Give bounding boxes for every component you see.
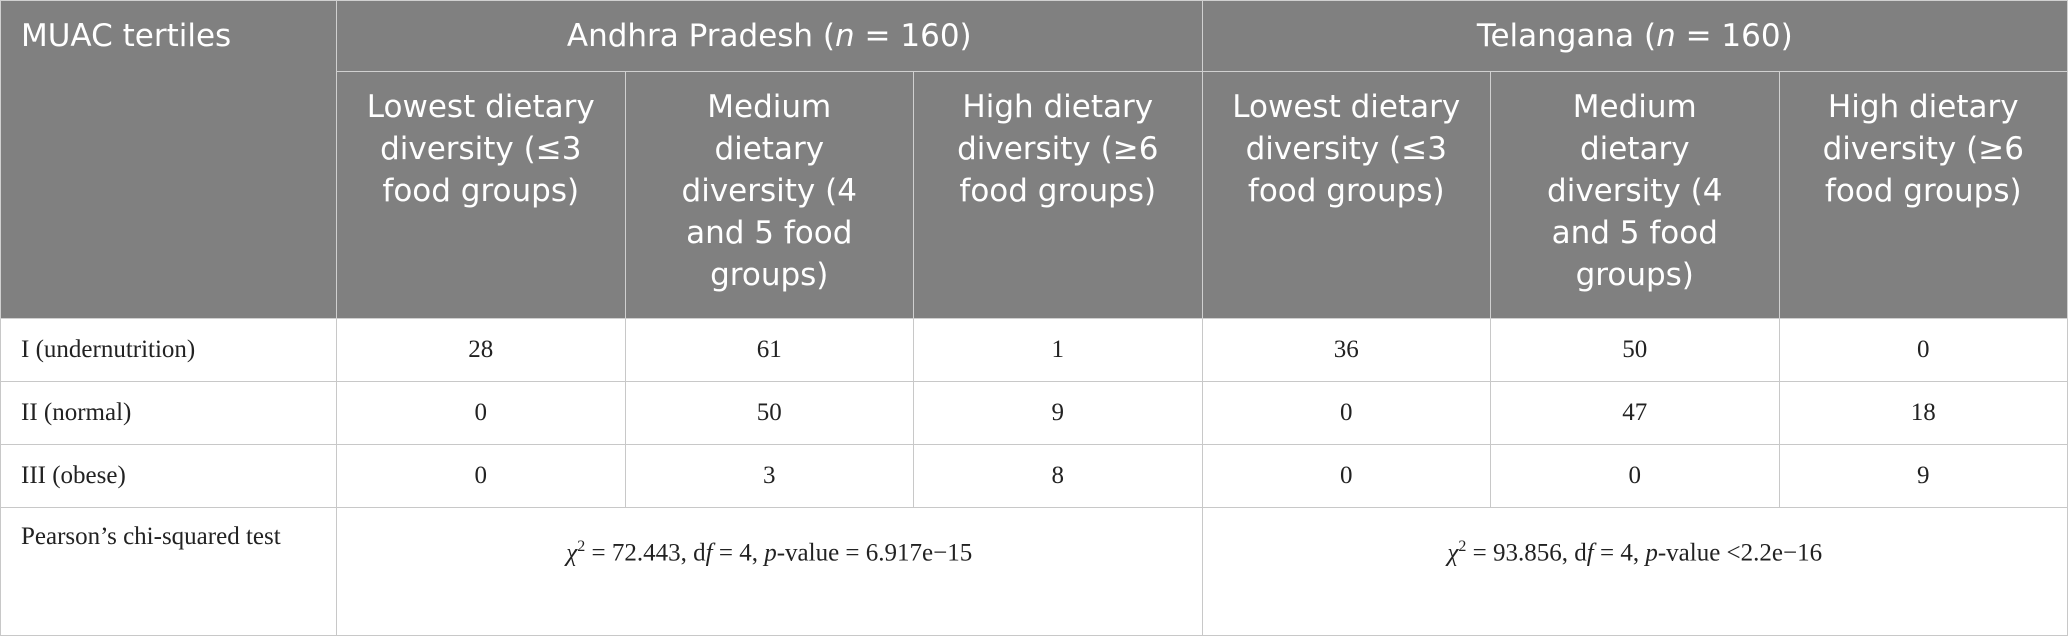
test-result: χ2 = 93.856, df = 4, p-value <2.2e−16: [1201, 507, 2068, 636]
column-header: Lowest dietary diversity (≤3 food groups…: [336, 71, 626, 319]
cell: 8: [913, 444, 1203, 508]
cell: 0: [336, 444, 626, 508]
cell: 0: [336, 381, 626, 445]
column-header: Lowest dietary diversity (≤3 food groups…: [1201, 71, 1491, 319]
group-header: Telangana (n = 160): [1201, 0, 2068, 72]
cell: 0: [1778, 318, 2068, 382]
group-header-part: = 160): [854, 18, 972, 54]
test-result-part: = 4,: [712, 539, 765, 567]
table-row: III (obese) 0 3 8 0 0 9: [0, 444, 2068, 508]
group-header-part: Telangana (: [1476, 18, 1657, 54]
group-header-part: n: [1656, 18, 1676, 54]
column-header: Medium dietary diversity (4 and 5 food g…: [1490, 71, 1780, 319]
cell: 28: [336, 318, 626, 382]
test-result: χ2 = 72.443, df = 4, p-value = 6.917e−15: [336, 507, 1203, 636]
cell: 0: [1490, 444, 1780, 508]
test-result-part: = 72.443, d: [585, 539, 706, 567]
column-header: High dietary diversity (≥6 food groups): [913, 71, 1203, 319]
table-row: I (undernutrition) 28 61 1 36 50 0: [0, 318, 2068, 382]
column-header: Medium dietary diversity (4 and 5 food g…: [624, 71, 914, 319]
test-result-part: = 93.856, d: [1466, 539, 1587, 567]
column-header: High dietary diversity (≥6 food groups): [1778, 71, 2068, 319]
cell: 0: [1201, 444, 1491, 508]
test-result-part: -value <2.2e−16: [1657, 539, 1823, 567]
cell: 3: [624, 444, 914, 508]
cell: 50: [624, 381, 914, 445]
group-header: Andhra Pradesh (n = 160): [336, 0, 1203, 72]
test-result-part: f: [705, 539, 713, 567]
test-result-part: 2: [1458, 538, 1467, 555]
test-result-part: 2: [577, 538, 586, 555]
test-result-part: -value = 6.917e−15: [776, 539, 973, 567]
cell: 0: [1201, 381, 1491, 445]
test-result-part: p: [1645, 539, 1658, 567]
cell: 36: [1201, 318, 1491, 382]
test-result-part: p: [764, 539, 777, 567]
row-label: II (normal): [0, 381, 337, 445]
row-label: III (obese): [0, 444, 337, 508]
group-header-part: = 160): [1675, 18, 1793, 54]
test-result-part: χ: [1447, 539, 1459, 567]
cell: 47: [1490, 381, 1780, 445]
table-row: II (normal) 0 50 9 0 47 18: [0, 381, 2068, 445]
group-header-part: Andhra Pradesh (: [566, 18, 836, 54]
row-label: I (undernutrition): [0, 318, 337, 382]
test-result-part: χ: [566, 539, 578, 567]
cell: 9: [1778, 444, 2068, 508]
cell: 50: [1490, 318, 1780, 382]
corner-header: MUAC tertiles: [0, 0, 337, 319]
cell: 9: [913, 381, 1203, 445]
row-label: Pearson’s chi-squared test: [0, 507, 337, 636]
cell: 1: [913, 318, 1203, 382]
group-header-part: n: [835, 18, 855, 54]
test-row: Pearson’s chi-squared test χ2 = 72.443, d…: [0, 507, 2068, 636]
test-result-part: = 4,: [1593, 539, 1646, 567]
cell: 61: [624, 318, 914, 382]
test-result-part: f: [1586, 539, 1594, 567]
cell: 18: [1778, 381, 2068, 445]
